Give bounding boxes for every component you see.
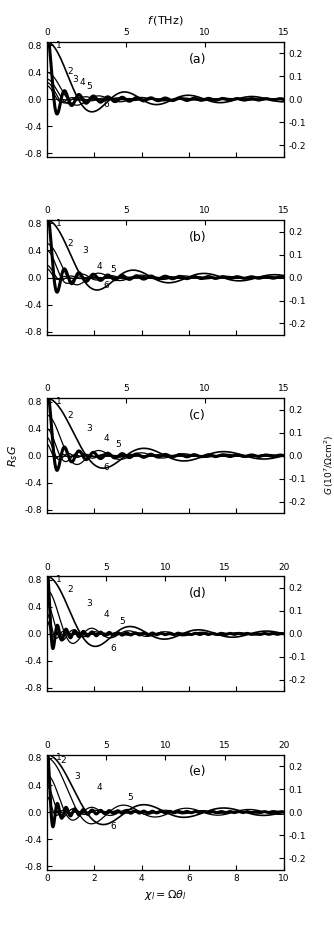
Text: 1: 1 — [56, 41, 61, 49]
Text: 5: 5 — [127, 792, 133, 802]
X-axis label: $\chi_l = \Omega\theta_l$: $\chi_l = \Omega\theta_l$ — [144, 887, 187, 901]
Text: 5: 5 — [120, 617, 126, 626]
Text: 6: 6 — [103, 281, 109, 290]
Text: 4: 4 — [103, 610, 109, 618]
Text: 2: 2 — [68, 411, 73, 419]
Text: 6: 6 — [103, 463, 109, 472]
Text: (e): (e) — [189, 765, 206, 778]
Text: 2: 2 — [68, 239, 73, 248]
Text: (d): (d) — [189, 587, 207, 600]
Text: 1: 1 — [56, 219, 61, 228]
Text: $G\,(10^7/\Omega\mathrm{cm}^2)$: $G\,(10^7/\Omega\mathrm{cm}^2)$ — [322, 435, 334, 495]
X-axis label: $f\,(\mathrm{THz})$: $f\,(\mathrm{THz})$ — [147, 14, 184, 27]
Text: 4: 4 — [96, 783, 102, 792]
Text: 1: 1 — [56, 576, 61, 584]
Y-axis label: $R_s G$: $R_s G$ — [6, 445, 20, 467]
Text: 4: 4 — [79, 78, 85, 86]
Text: (c): (c) — [189, 409, 206, 422]
Text: 3: 3 — [82, 246, 88, 255]
Text: 5: 5 — [115, 441, 121, 449]
Text: 3: 3 — [72, 74, 78, 84]
Text: (b): (b) — [189, 231, 207, 244]
Text: 1: 1 — [56, 753, 61, 763]
Text: 2: 2 — [68, 67, 73, 76]
Text: 5: 5 — [87, 82, 92, 91]
Text: 6: 6 — [103, 100, 109, 109]
Text: 3: 3 — [87, 599, 92, 608]
Text: 4: 4 — [103, 433, 109, 443]
Text: 5: 5 — [110, 265, 116, 274]
Text: 6: 6 — [110, 822, 116, 831]
Text: 3: 3 — [87, 424, 92, 433]
Text: 1: 1 — [56, 397, 61, 406]
Text: 3: 3 — [75, 773, 80, 781]
Text: 4: 4 — [96, 261, 102, 271]
Text: 2: 2 — [60, 755, 66, 764]
Text: 2: 2 — [68, 585, 73, 594]
Text: (a): (a) — [189, 52, 206, 65]
Text: 6: 6 — [110, 644, 116, 653]
